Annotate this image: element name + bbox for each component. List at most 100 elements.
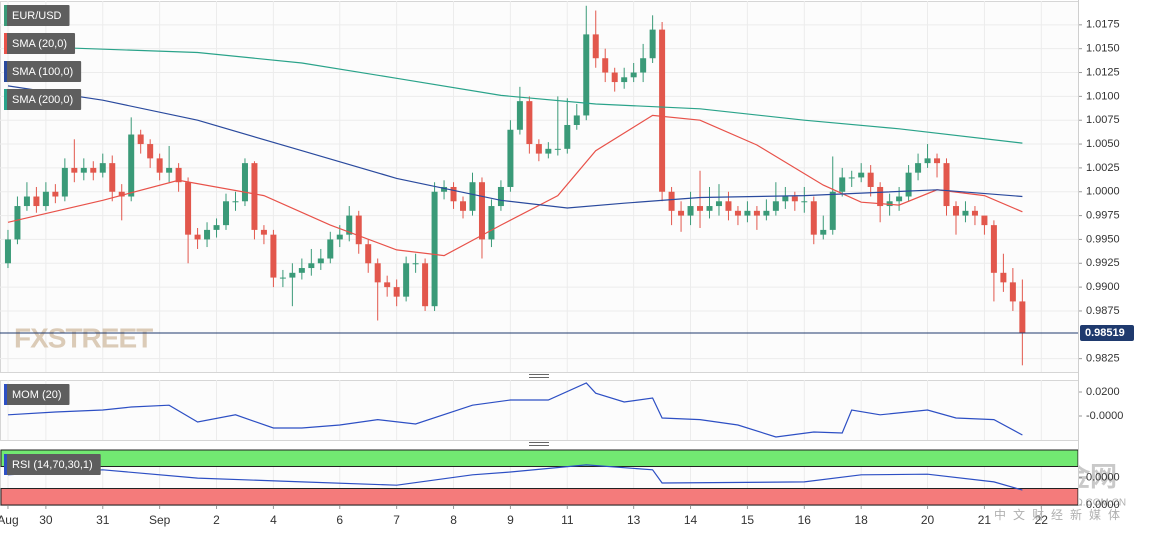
- y-tick-label: 0.9975: [1086, 209, 1120, 221]
- candle-body: [583, 34, 590, 116]
- candle-body: [403, 263, 410, 297]
- candle-body: [659, 29, 666, 192]
- candle-body: [886, 201, 893, 207]
- candle-body: [213, 225, 220, 230]
- legend-box: [4, 384, 70, 405]
- y-tick-label: 0.0200: [1086, 386, 1120, 398]
- candle-body: [744, 210, 751, 216]
- candle-body: [71, 167, 78, 173]
- candle-body: [905, 172, 912, 197]
- candle-body: [422, 263, 429, 307]
- x-tick-label: 11: [561, 513, 574, 527]
- candle-body: [128, 134, 135, 197]
- candle-body: [308, 263, 315, 269]
- candle-body: [384, 282, 391, 288]
- candle-body: [289, 272, 296, 278]
- candle-body: [52, 191, 59, 197]
- y-tick-label: 1.0075: [1086, 114, 1120, 126]
- candle-body: [270, 234, 277, 278]
- candle-body: [753, 210, 760, 216]
- candle-body: [678, 210, 685, 216]
- candle-body: [526, 101, 533, 145]
- candle-body: [260, 229, 267, 235]
- candle-body: [241, 163, 248, 202]
- legend-item: EUR/USD: [4, 5, 70, 26]
- y-tick-label: 1.0175: [1086, 19, 1120, 31]
- candle-body: [412, 263, 419, 265]
- legend-item: SMA (20,0): [4, 33, 76, 54]
- legend-label: EUR/USD: [12, 10, 62, 22]
- candle-body: [166, 167, 173, 173]
- y-tick-label: 0.9925: [1086, 257, 1120, 269]
- candle-body: [393, 287, 400, 297]
- candle-body: [867, 172, 874, 187]
- candle-body: [346, 215, 353, 235]
- y-tick-label: -0.0000: [1086, 410, 1123, 422]
- candle-body: [23, 196, 30, 207]
- candle-body: [611, 72, 618, 83]
- x-tick-label: 18: [855, 513, 869, 527]
- x-tick-label: 7: [393, 513, 400, 527]
- candle-body: [441, 186, 448, 192]
- candle-body: [573, 115, 580, 125]
- legend-item: SMA (200,0): [4, 89, 82, 110]
- candle-body: [232, 201, 239, 203]
- candle-body: [858, 172, 865, 178]
- legend-box: [4, 5, 70, 26]
- candle-body: [952, 206, 959, 216]
- candle-body: [185, 182, 192, 235]
- candle-body: [516, 101, 523, 130]
- band: [0, 449, 1079, 467]
- candle-body: [478, 182, 485, 240]
- legend-swatch: [4, 384, 7, 405]
- source-site: CNGOLD.COM.CN: [1040, 498, 1126, 509]
- candle-body: [4, 239, 11, 264]
- candle-body: [734, 210, 741, 216]
- candle-body: [640, 58, 647, 73]
- candle-body: [791, 196, 798, 202]
- candle-body: [147, 144, 154, 159]
- candle-body: [915, 163, 922, 173]
- legend-swatch: [4, 454, 7, 475]
- candle-body: [365, 244, 372, 264]
- x-tick-label: 13: [627, 513, 641, 527]
- legend-box: [4, 454, 101, 475]
- candle-body: [1009, 282, 1016, 302]
- series-line: [7, 85, 1023, 209]
- candle-body: [175, 167, 182, 183]
- source-slogan: 中文财经新媒体: [994, 507, 1127, 522]
- candle-body: [896, 196, 903, 202]
- x-tick-label: 8: [450, 513, 457, 527]
- candle-body: [981, 215, 988, 226]
- y-tick-label: 1.0150: [1086, 43, 1120, 55]
- legend-box: [4, 61, 82, 82]
- last-price-box: [1080, 324, 1134, 341]
- candle-body: [621, 77, 628, 83]
- candle-body: [251, 163, 258, 230]
- candle-body: [668, 191, 675, 211]
- candle-body: [194, 234, 201, 240]
- candle-body: [33, 196, 40, 207]
- candle-body: [715, 201, 722, 207]
- panel-background: [0, 1, 1079, 373]
- candle-body: [725, 201, 732, 211]
- y-tick-label: 0.9950: [1086, 233, 1120, 245]
- candle-body: [820, 229, 827, 235]
- y-tick-label: 0.0000: [1086, 471, 1120, 483]
- y-tick-label: 1.0025: [1086, 162, 1120, 174]
- candle-body: [763, 210, 770, 216]
- y-tick-label: 1.0100: [1086, 90, 1120, 102]
- y-tick-label: 0.0000: [1086, 499, 1120, 511]
- y-tick-label: 0.9900: [1086, 281, 1120, 293]
- candle-body: [706, 206, 713, 211]
- candle-body: [810, 201, 817, 235]
- candle-body: [14, 206, 21, 240]
- candle-body: [298, 268, 305, 273]
- candle-body: [801, 201, 808, 203]
- legend-item: MOM (20): [4, 384, 70, 405]
- candle-body: [317, 258, 324, 264]
- candle-body: [336, 234, 343, 240]
- candle-body: [943, 163, 950, 207]
- candle-body: [554, 148, 561, 150]
